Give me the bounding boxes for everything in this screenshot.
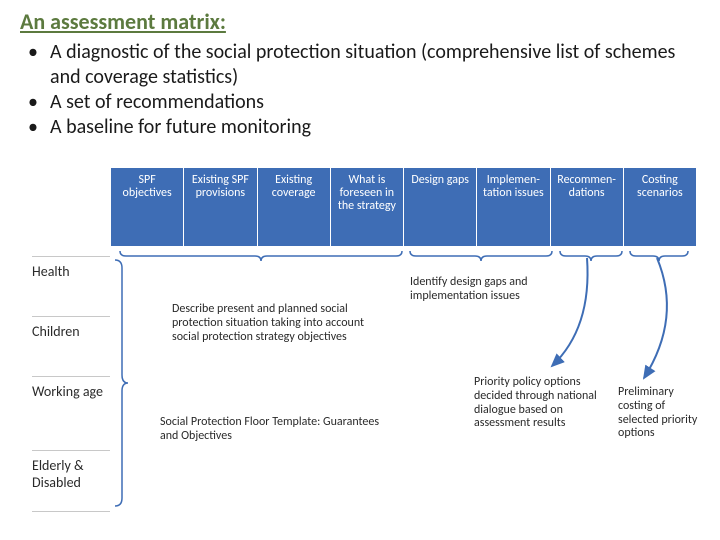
bullet-dot: •	[28, 90, 50, 115]
bullet-dot: •	[28, 115, 50, 140]
row-label: Health	[32, 256, 110, 316]
bullet-list: • A diagnostic of the social protection …	[28, 40, 688, 140]
annotation-template: Social Protection Floor Template: Guaran…	[160, 416, 380, 444]
arrows	[552, 258, 667, 378]
bullet-dot: •	[28, 40, 50, 90]
col-header: Recommen- dations	[550, 168, 623, 246]
annotation-costing: Preliminary costing of selected priority…	[618, 386, 698, 441]
bullet-item: • A baseline for future monitoring	[28, 115, 688, 140]
annotation-policy: Priority policy options decided through …	[474, 376, 604, 431]
bullet-item: • A diagnostic of the social protection …	[28, 40, 688, 90]
row-bracket	[115, 260, 128, 506]
annotation-describe: Describe present and planned social prot…	[172, 303, 372, 344]
col-header: Costing scenarios	[623, 168, 696, 246]
column-brackets	[120, 251, 688, 261]
col-header: What is foreseen in the strategy	[330, 168, 403, 246]
matrix-row-labels: Health Children Working age Elderly & Di…	[32, 256, 110, 512]
bullet-item: • A set of recommendations	[28, 90, 688, 115]
bullet-text: A diagnostic of the social protection si…	[50, 40, 688, 90]
page-title: An assessment matrix:	[20, 8, 226, 35]
col-header: Existing SPF provisions	[183, 168, 256, 246]
row-label: Children	[32, 316, 110, 376]
annotation-gaps: Identify design gaps and implementation …	[410, 276, 558, 304]
bullet-text: A set of recommendations	[50, 90, 264, 115]
row-label: Working age	[32, 376, 110, 450]
bullet-text: A baseline for future monitoring	[50, 115, 311, 140]
col-header: Design gaps	[403, 168, 476, 246]
col-header: Implemen- tation issues	[476, 168, 549, 246]
assessment-matrix: SPF objectives Existing SPF provisions E…	[32, 168, 696, 518]
col-header: Existing coverage	[257, 168, 330, 246]
matrix-header-row: SPF objectives Existing SPF provisions E…	[32, 168, 696, 246]
row-label: Elderly & Disabled	[32, 450, 110, 512]
header-spacer	[32, 168, 110, 246]
col-header: SPF objectives	[110, 168, 183, 246]
